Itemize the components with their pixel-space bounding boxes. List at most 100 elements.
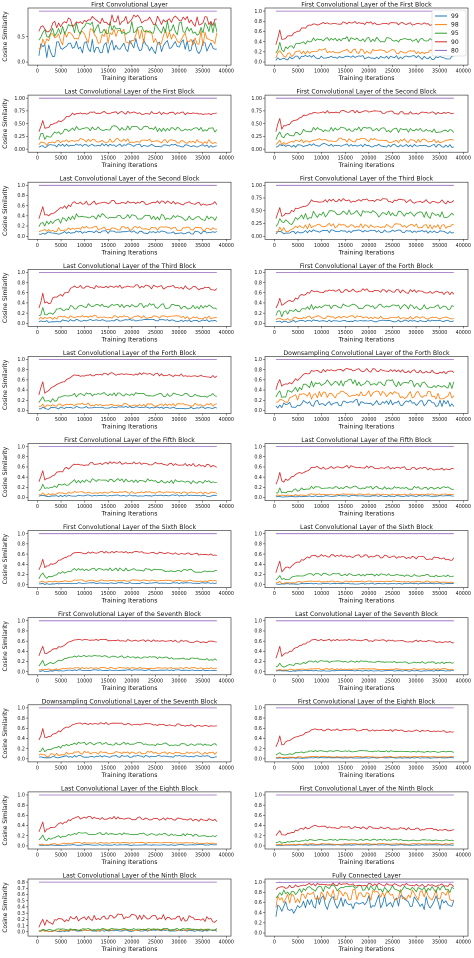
x-tick-label: 0 xyxy=(273,591,276,597)
x-tick-label: 20000 xyxy=(361,156,376,162)
axes-frame xyxy=(264,443,469,501)
panel-title: Last Convolutional Layer of the First Bl… xyxy=(64,89,195,96)
axes-frame xyxy=(27,181,232,240)
y-tick-label: 0.2 xyxy=(17,224,25,230)
x-tick-label: 10000 xyxy=(77,940,92,946)
y-tick-label: 1.0 xyxy=(254,531,262,537)
y-tick-label: 0.8 xyxy=(17,542,25,548)
y-tick-label: 0.4 xyxy=(254,388,262,394)
x-tick-label: 15000 xyxy=(338,504,353,510)
x-tick-label: 0 xyxy=(273,330,276,336)
y-tick-label: 1.0 xyxy=(254,880,262,886)
y-tick-label: 0.6 xyxy=(17,203,25,209)
x-tick-label: 30000 xyxy=(408,853,423,859)
y-tick-label: 0.0 xyxy=(254,495,262,501)
x-tick-label: 15000 xyxy=(338,678,353,684)
x-tick-label: 15000 xyxy=(101,591,116,597)
x-tick-label: 5000 xyxy=(292,243,304,249)
x-tick-label: 40000 xyxy=(456,853,471,859)
series-line-98 xyxy=(275,222,454,233)
series-line-90 xyxy=(275,198,455,219)
axes-frame xyxy=(27,94,232,153)
x-tick-label: 20000 xyxy=(124,504,139,510)
panel-title: Last Convolutional Layer of the Seventh … xyxy=(295,611,438,618)
y-tick-label: 1.0 xyxy=(17,357,25,363)
y-tick-label: 0.0 xyxy=(17,929,25,935)
y-tick-label: 0.4 xyxy=(17,905,25,911)
x-tick-label: 25000 xyxy=(385,69,400,75)
x-tick-label: 10000 xyxy=(77,591,92,597)
x-tick-label: 25000 xyxy=(148,591,163,597)
y-tick-label: 0.5 xyxy=(17,898,25,904)
panel-20: First Convolutional Layer of the Ninth B… xyxy=(254,785,471,866)
x-tick-label: 10000 xyxy=(314,156,329,162)
x-tick-label: 40000 xyxy=(456,940,471,946)
y-tick-label: 0.0 xyxy=(17,321,25,327)
series-line-90 xyxy=(38,14,217,33)
x-tick-label: 30000 xyxy=(171,940,186,946)
x-tick-label: 25000 xyxy=(148,504,163,510)
y-tick-label: 1.0 xyxy=(17,444,25,450)
x-tick-label: 35000 xyxy=(195,765,210,771)
y-tick-label: 0.6 xyxy=(17,290,25,296)
y-tick-label: 0.6 xyxy=(254,290,262,296)
y-tick-label: 1.00 xyxy=(14,96,25,102)
panel-12: Last Convolutional Layer of the Fifth Bl… xyxy=(254,437,471,518)
series-line-99 xyxy=(275,495,454,498)
panel-10: Downsampling Convolutional Layer of the … xyxy=(254,350,471,431)
x-tick-label: 40000 xyxy=(456,591,471,597)
x-tick-label: 10000 xyxy=(77,156,92,162)
series-line-99 xyxy=(38,230,217,235)
y-tick-label: 0.25 xyxy=(251,221,262,227)
x-tick-label: 40000 xyxy=(456,69,471,75)
panel-4: First Convolutional Layer of the Second … xyxy=(251,89,471,170)
x-tick-label: 5000 xyxy=(55,504,67,510)
y-axis-label: Cosine Similarity xyxy=(2,359,9,410)
x-tick-label: 15000 xyxy=(338,69,353,75)
series-line-95 xyxy=(38,741,218,753)
x-tick-label: 20000 xyxy=(361,940,376,946)
x-tick-label: 40000 xyxy=(219,243,234,249)
x-tick-label: 30000 xyxy=(408,678,423,684)
axes-frame xyxy=(264,704,469,763)
x-tick-label: 20000 xyxy=(361,69,376,75)
y-tick-label: 0.0 xyxy=(17,408,25,414)
x-tick-label: 15000 xyxy=(101,504,116,510)
axes-frame xyxy=(27,268,232,327)
x-tick-label: 35000 xyxy=(195,330,210,336)
x-axis-label: Training Iterations xyxy=(338,249,395,256)
series-line-99 xyxy=(38,494,217,498)
y-tick-label: 0.6 xyxy=(254,813,262,819)
series-line-99 xyxy=(38,406,217,410)
y-tick-label: 0.8 xyxy=(17,803,25,809)
y-tick-label: 0.8 xyxy=(254,542,262,548)
panel-title: Downsampling Convolutional Layer of the … xyxy=(42,698,218,705)
x-tick-label: 35000 xyxy=(195,591,210,597)
series-line-95 xyxy=(275,838,454,844)
axes-frame xyxy=(264,268,469,327)
x-axis-label: Training Iterations xyxy=(101,249,158,256)
x-tick-label: 40000 xyxy=(219,591,234,597)
y-tick-label: 0.2 xyxy=(254,572,262,578)
x-tick-label: 25000 xyxy=(385,678,400,684)
series-line-99 xyxy=(275,143,454,148)
x-tick-label: 30000 xyxy=(171,156,186,162)
y-tick-label: 0.6 xyxy=(254,552,262,558)
panel-title: Last Convolutional Layer of the Third Bl… xyxy=(63,263,196,270)
series-line-98 xyxy=(38,579,217,583)
x-tick-label: 5000 xyxy=(55,765,67,771)
y-tick-label: 0.4 xyxy=(17,562,25,568)
y-tick-label: 0.0 xyxy=(254,931,262,937)
y-tick-label: 0.50 xyxy=(251,121,262,127)
y-tick-label: 0.4 xyxy=(254,562,262,568)
panel-title: First Convolutional Layer of the Third B… xyxy=(300,176,434,183)
x-tick-label: 10000 xyxy=(314,591,329,597)
series-line-99 xyxy=(275,55,454,61)
panel-title: Last Convolutional Layer of the Sixth Bl… xyxy=(300,524,433,531)
x-tick-label: 35000 xyxy=(432,940,447,946)
x-tick-label: 30000 xyxy=(171,243,186,249)
series-line-98 xyxy=(275,580,454,584)
y-tick-label: 0.6 xyxy=(17,639,25,645)
series-line-95 xyxy=(38,928,218,932)
axes-frame xyxy=(264,791,469,850)
